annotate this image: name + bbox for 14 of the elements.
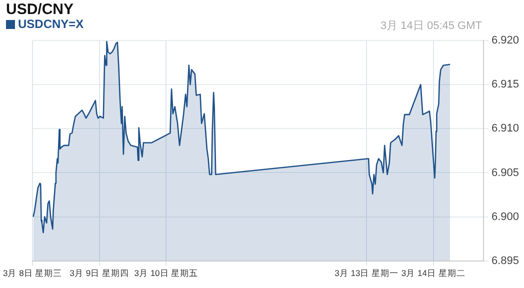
y-tick-label: 6.910 (491, 122, 520, 135)
x-tick-label: 3月 13日 星期一 (334, 268, 399, 278)
x-tick-label: 3月 14日 星期二 (401, 268, 466, 278)
x-tick-label: 3月 10日 星期五 (134, 268, 198, 278)
y-tick-label: 6.920 (491, 34, 520, 47)
y-tick-label: 6.915 (491, 78, 520, 91)
legend-label: USDCNY=X (18, 17, 84, 31)
y-tick-label: 6.900 (491, 210, 520, 223)
x-tick-label: 3月 8日 星期三 (2, 268, 62, 278)
chart-title: USD/CNY (6, 1, 74, 18)
text: 3月 14日 05:45 GMT (380, 19, 482, 33)
y-tick-label: 6.895 (491, 254, 520, 267)
y-tick-label: 6.905 (491, 166, 520, 179)
x-tick-label: 3月 9日 星期四 (70, 268, 129, 278)
